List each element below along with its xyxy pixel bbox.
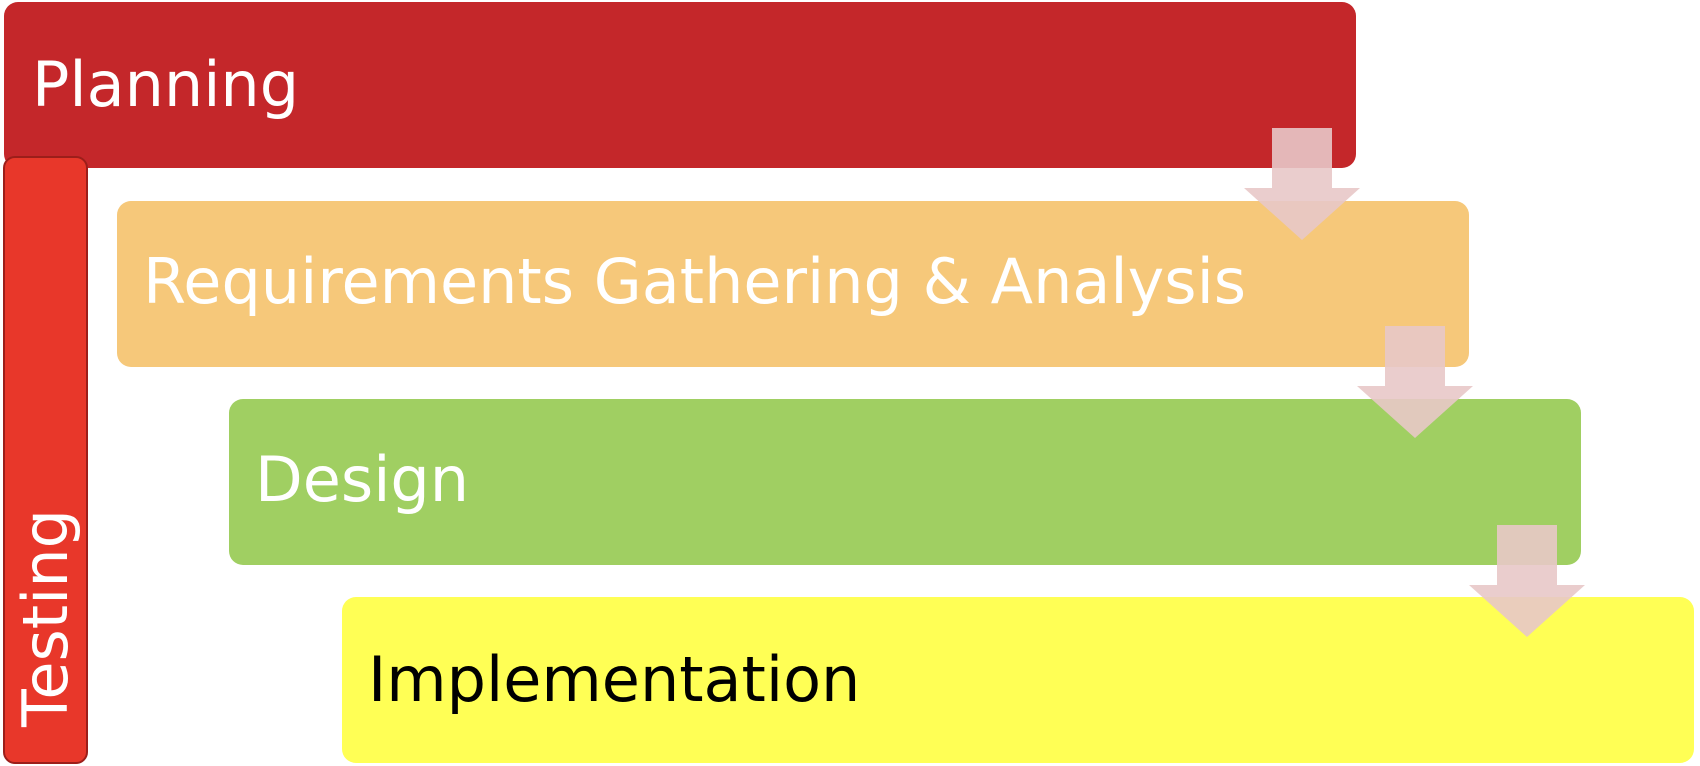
testing-label-wrapper: Testing [5,158,86,762]
stage-implementation-label: Implementation [368,643,861,716]
stage-design: Design [229,399,1581,565]
down-arrow-icon [1244,128,1360,240]
stage-design-label: Design [255,443,470,516]
stage-requirements: Requirements Gathering & Analysis [117,201,1469,367]
stage-planning: Planning [4,2,1356,168]
down-arrow-icon [1357,326,1473,438]
stage-planning-label: Planning [32,48,300,121]
testing-bar: Testing [3,156,88,764]
stage-requirements-label: Requirements Gathering & Analysis [143,245,1247,318]
down-arrow-icon [1469,525,1585,637]
testing-label: Testing [8,509,82,727]
stage-implementation: Implementation [342,597,1694,763]
